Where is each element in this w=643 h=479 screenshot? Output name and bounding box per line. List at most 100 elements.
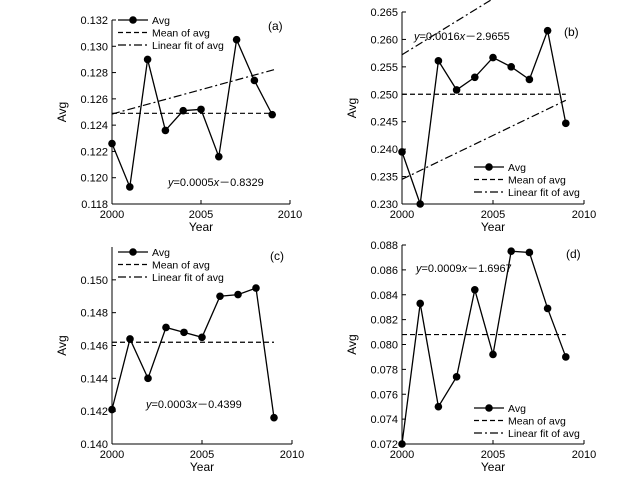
- y-tick-label: 0.240: [370, 144, 398, 156]
- avg-data-point: [215, 152, 223, 161]
- avg-series-line: [401, 250, 567, 445]
- avg-data-point: [489, 350, 497, 359]
- avg-data-point: [161, 126, 170, 135]
- avg-data-point: [398, 148, 406, 156]
- chart-panel: 2000 2005 2010 0.230 0.235 0.240 0.245 0.250 0.2…: [345, 7, 596, 234]
- avg-data-point: [216, 292, 224, 301]
- legend-item: Mean of avg: [118, 260, 210, 272]
- legend-label: Mean of avg: [152, 28, 210, 40]
- avg-data-point: [108, 405, 116, 414]
- legend-label: Avg: [152, 247, 170, 259]
- legend-avg-marker: [485, 404, 493, 412]
- legend-avg-marker: [485, 163, 493, 171]
- avg-data-point: [507, 63, 515, 71]
- y-tick-label: 0.255: [370, 62, 398, 74]
- x-tick-label: 2000: [390, 449, 414, 461]
- y-axis-title: Avg: [345, 334, 359, 354]
- x-tick-label: 2010: [278, 209, 302, 221]
- equation-part: =0.0009: [422, 263, 462, 275]
- equation-part: =0.0003: [152, 399, 192, 411]
- x-axis-title: Year: [189, 220, 213, 234]
- avg-data-point: [162, 323, 170, 332]
- y-tick-label: 0.132: [80, 15, 108, 27]
- linear-fit-line: [401, 99, 567, 180]
- x-tick-label: 2005: [189, 209, 213, 221]
- x-tick-label: 2005: [481, 449, 505, 461]
- y-tick-label: 0.128: [80, 68, 108, 80]
- y-tick-label: 0.088: [370, 240, 398, 252]
- y-tick-label: 0.142: [80, 406, 108, 418]
- avg-data-point: [562, 119, 570, 128]
- avg-data-point: [543, 26, 552, 35]
- equation-part: －1.6967: [467, 263, 512, 275]
- y-tick-label: 0.074: [370, 414, 398, 426]
- equation-part: y: [145, 399, 153, 411]
- legend-label: Mean of avg: [508, 416, 566, 428]
- panel-label: (b): [564, 25, 579, 39]
- y-tick-label: 0.146: [80, 341, 108, 353]
- x-axis-title: Year: [190, 460, 214, 474]
- y-tick-label: 0.122: [80, 146, 108, 158]
- chart-panel: 2000 2005 2010 0.118 0.120 0.122 0.124 0.126 0.1…: [55, 15, 302, 234]
- legend-avg-marker: [129, 248, 137, 256]
- y-tick-label: 0.078: [370, 364, 398, 376]
- x-axis-title: Year: [481, 220, 505, 234]
- x-axis-title: Year: [481, 460, 505, 474]
- y-tick-label: 0.265: [370, 7, 398, 19]
- legend-item: Avg: [474, 162, 526, 174]
- legend-label: Mean of avg: [152, 260, 210, 272]
- panel-label: (c): [270, 249, 284, 263]
- y-tick-label: 0.230: [370, 199, 398, 211]
- x-tick-label: 2010: [572, 209, 596, 221]
- avg-data-point: [434, 57, 443, 65]
- y-axis-title: Avg: [55, 335, 69, 355]
- legend-item: Avg: [474, 403, 526, 415]
- fit-equation: y=0.0003x－0.4399: [145, 399, 242, 411]
- legend-label: Linear fit of avg: [508, 428, 580, 440]
- legend-item: Linear fit of avg: [474, 187, 580, 199]
- fit-equation: y=0.0009x－1.6967: [415, 263, 512, 275]
- fit-equation: y=0.0005x－0.8329: [167, 177, 264, 189]
- avg-data-point: [416, 200, 425, 208]
- legend-label: Linear fit of avg: [508, 187, 580, 199]
- y-tick-label: 0.086: [370, 265, 398, 277]
- y-tick-label: 0.140: [80, 439, 108, 451]
- avg-data-point: [452, 373, 461, 381]
- avg-data-point: [489, 53, 497, 62]
- x-tick-label: 2000: [100, 449, 124, 461]
- x-tick-label: 2000: [100, 209, 124, 221]
- equation-part: y: [413, 31, 421, 43]
- avg-data-point: [270, 413, 278, 422]
- y-tick-label: 0.120: [80, 173, 108, 185]
- legend-item: Avg: [118, 15, 170, 27]
- avg-data-point: [452, 86, 461, 94]
- equation-part: x: [459, 31, 466, 43]
- y-axis-title: Avg: [345, 98, 359, 118]
- chart-panel: 2000 2005 2010 0.072 0.074 0.076 0.078 0.080 0.0…: [345, 0, 596, 474]
- y-tick-label: 0.150: [80, 275, 108, 287]
- avg-data-point: [108, 139, 116, 148]
- avg-data-point: [471, 73, 479, 82]
- avg-data-point: [525, 248, 534, 257]
- y-tick-label: 0.144: [80, 373, 108, 385]
- avg-data-point: [416, 299, 425, 308]
- equation-part: x: [461, 263, 468, 275]
- avg-data-point: [232, 35, 241, 44]
- linear-fit-line: [111, 69, 275, 115]
- x-tick-label: 2010: [280, 449, 304, 461]
- avg-series-line: [401, 28, 567, 205]
- y-tick-label: 0.260: [370, 34, 398, 46]
- avg-data-point: [268, 110, 277, 119]
- equation-part: x: [191, 399, 198, 411]
- legend-item: Avg: [118, 247, 170, 259]
- legend-item: Mean of avg: [474, 416, 566, 428]
- y-tick-label: 0.148: [80, 308, 108, 320]
- legend-item: Linear fit of avg: [118, 40, 224, 52]
- legend-label: Linear fit of avg: [152, 40, 224, 52]
- avg-data-point: [434, 402, 443, 411]
- avg-data-point: [507, 247, 515, 256]
- y-tick-label: 0.124: [80, 120, 108, 132]
- panel-label: (a): [268, 19, 283, 33]
- x-tick-label: 2000: [390, 209, 414, 221]
- legend-label: Avg: [152, 15, 170, 27]
